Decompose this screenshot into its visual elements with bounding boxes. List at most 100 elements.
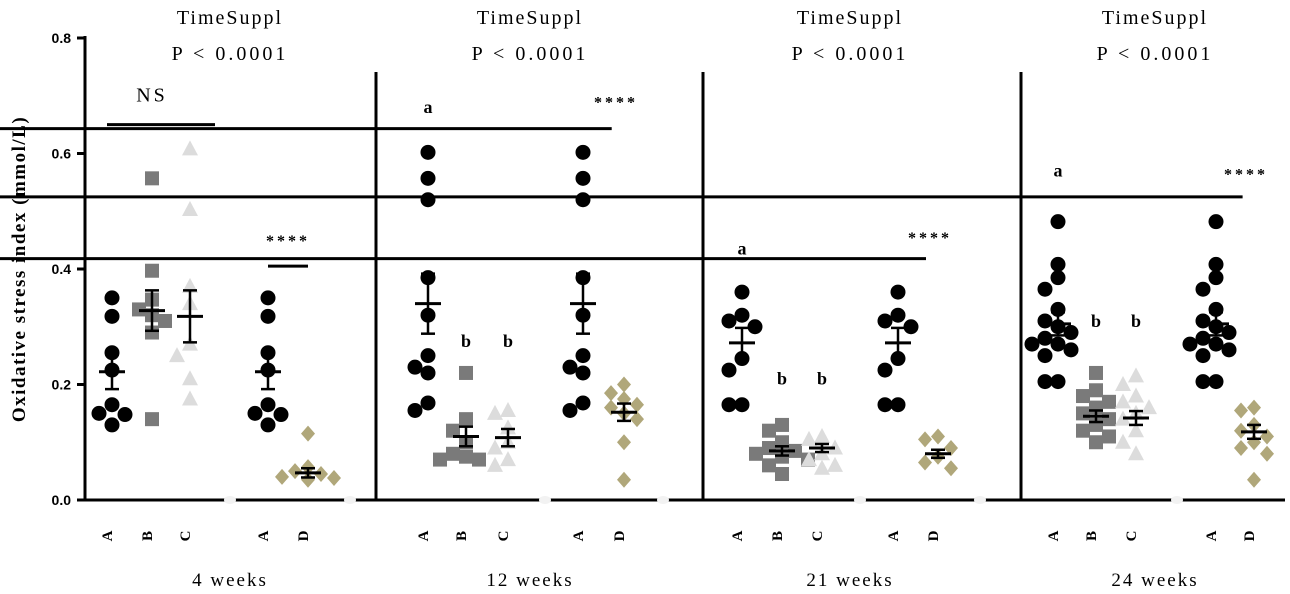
data-point: [931, 428, 945, 445]
group-B: B: [433, 365, 486, 541]
panel-title: TimeSuppl: [797, 7, 903, 29]
data-point: [1076, 406, 1090, 421]
data-point: [617, 376, 631, 393]
group-C: C: [801, 427, 843, 541]
data-point: [1208, 374, 1224, 390]
group-B: B: [749, 417, 815, 541]
annotation-label: b: [777, 369, 787, 389]
data-point: [918, 431, 932, 448]
data-point: [420, 192, 436, 208]
data-point: [420, 144, 436, 160]
data-point: [420, 348, 436, 364]
panel-title: TimeSuppl: [1102, 7, 1208, 29]
data-point: [91, 405, 107, 421]
data-point: [1234, 402, 1248, 419]
data-point: [944, 460, 958, 477]
data-point: [1050, 214, 1066, 230]
data-point: [1128, 367, 1144, 383]
data-point: [273, 407, 289, 423]
group-A: A: [1182, 214, 1237, 541]
data-point: [1037, 330, 1053, 346]
data-point: [1050, 256, 1066, 272]
data-point: [1115, 376, 1131, 391]
data-point: [890, 307, 906, 323]
data-point: [145, 412, 159, 427]
category-label: B: [770, 531, 786, 541]
annotation-label: b: [461, 331, 471, 351]
data-point: [1208, 256, 1224, 272]
annotation-label: a: [1054, 161, 1063, 181]
annotation-label: a: [424, 97, 433, 117]
data-point: [1102, 412, 1116, 427]
group-B: B: [132, 171, 172, 541]
data-point: [260, 290, 276, 306]
data-point: [420, 365, 436, 381]
data-point: [446, 446, 460, 461]
data-point: [500, 451, 516, 467]
data-point: [145, 171, 159, 186]
data-point: [877, 362, 893, 378]
data-point: [1195, 348, 1211, 364]
data-point: [487, 456, 503, 472]
category-label: D: [1242, 530, 1258, 541]
data-point: [734, 284, 750, 300]
category-label: B: [140, 531, 156, 541]
data-point: [1037, 348, 1053, 364]
data-point: [104, 417, 120, 433]
data-point: [1102, 394, 1116, 409]
y-tick-label: 0.8: [52, 30, 72, 46]
data-point: [575, 192, 591, 208]
data-point: [1221, 342, 1237, 358]
data-point: [1050, 336, 1066, 352]
data-point: [104, 397, 120, 413]
category-label: C: [178, 531, 194, 542]
data-point: [801, 451, 817, 467]
data-point: [500, 401, 516, 417]
category-label: B: [454, 531, 470, 541]
data-point: [407, 402, 423, 418]
panel-pvalue: P < 0.0001: [172, 43, 289, 65]
data-point: [145, 263, 159, 278]
data-point: [747, 319, 763, 335]
data-point: [1128, 387, 1144, 403]
data-point: [1076, 389, 1090, 404]
data-point: [1195, 330, 1211, 346]
data-point: [814, 459, 830, 475]
annotation-label: b: [1131, 311, 1141, 331]
data-point: [407, 359, 423, 375]
category-label: A: [730, 530, 746, 541]
y-axis: 0.0 0.2 0.4 0.6 0.8 Oxidative stress index (m…: [9, 30, 87, 508]
category-label: A: [886, 530, 902, 541]
data-point: [801, 430, 817, 446]
data-point: [182, 277, 198, 293]
y-tick-label: 0.0: [52, 492, 72, 508]
data-point: [1050, 270, 1066, 286]
data-point: [575, 144, 591, 160]
data-point: [1221, 325, 1237, 341]
data-point: [775, 467, 789, 482]
data-point: [1115, 433, 1131, 449]
data-point: [918, 454, 932, 471]
data-point: [169, 347, 185, 363]
annotation-label: b: [817, 369, 827, 389]
data-point: [1089, 435, 1103, 450]
data-point: [630, 396, 644, 413]
data-point: [104, 308, 120, 324]
group-A: A: [721, 284, 763, 541]
panel-3: TimeSuppl P < 0.0001 21 weeks A B C A Da b b ****: [0, 7, 958, 591]
data-point: [734, 397, 750, 413]
group-A: A: [1024, 214, 1079, 541]
data-point: [575, 348, 591, 364]
group-C: C: [487, 401, 521, 541]
category-label: A: [416, 530, 432, 541]
data-point: [1208, 336, 1224, 352]
data-point: [104, 345, 120, 361]
data-point: [104, 290, 120, 306]
category-label: A: [1204, 530, 1220, 541]
data-point: [1247, 471, 1261, 488]
data-point: [1182, 336, 1198, 352]
data-point: [1247, 399, 1261, 416]
data-point: [734, 307, 750, 323]
axis-break-mark: [657, 496, 669, 504]
data-point: [260, 345, 276, 361]
